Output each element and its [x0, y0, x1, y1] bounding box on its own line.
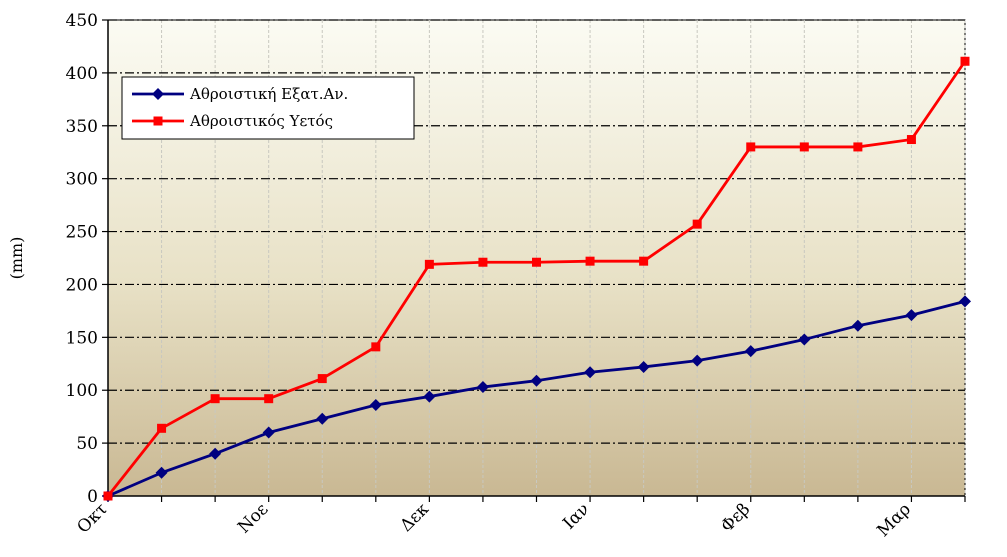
data-point	[209, 447, 222, 460]
legend-marker	[152, 88, 164, 100]
data-point	[853, 142, 863, 152]
x-tick-label: Ιαν	[559, 499, 593, 533]
x-tick-label: Οκτ	[73, 499, 111, 537]
legend-label: Αθροιστική Εξατ.Αν.	[189, 85, 348, 103]
y-tick-label: 350	[66, 117, 98, 137]
data-point	[530, 374, 543, 387]
data-point	[744, 345, 757, 358]
y-tick-label: 150	[66, 328, 98, 348]
data-point	[799, 142, 809, 152]
data-point	[639, 256, 649, 266]
series-2	[103, 56, 970, 501]
y-tick-label: 250	[66, 223, 98, 243]
data-point	[264, 394, 274, 404]
data-point	[637, 360, 650, 373]
data-point	[960, 56, 970, 66]
y-axis-label: (mm)	[7, 237, 26, 280]
data-point	[103, 491, 113, 501]
data-point	[369, 399, 382, 412]
y-tick-labels: 0 50 100 150 200 250 300 350 400 450	[66, 11, 98, 507]
data-point	[157, 423, 167, 433]
data-point	[746, 142, 756, 152]
data-point	[262, 426, 275, 439]
y-tick-label: 200	[66, 275, 98, 295]
data-point	[905, 309, 918, 322]
data-point	[851, 319, 864, 332]
legend-box	[121, 76, 415, 140]
data-point	[959, 295, 971, 308]
data-point	[692, 219, 702, 229]
grid	[108, 19, 966, 496]
x-tick-label: Φεβ	[717, 499, 754, 536]
data-point	[798, 333, 811, 346]
data-point	[316, 412, 329, 425]
data-point	[155, 466, 168, 479]
data-point	[532, 257, 541, 267]
data-point	[424, 259, 434, 269]
legend-label: Αθροιστικός Υετός	[189, 112, 333, 130]
series-group	[102, 56, 971, 502]
x-tick-label: Μαρ	[873, 499, 915, 541]
series-1	[102, 295, 971, 502]
x-tick-label: Δεκ	[396, 499, 433, 536]
data-point	[317, 374, 327, 384]
y-tick-label: 300	[66, 170, 98, 190]
legend: Αθροιστική Εξατ.Αν. Αθροιστικός Υετός	[121, 76, 415, 140]
data-point	[423, 390, 436, 403]
x-tick-labels: Οκτ Νοε Δεκ Ιαν Φεβ Μαρ	[73, 499, 915, 541]
data-point	[584, 366, 597, 379]
data-point	[691, 354, 704, 367]
legend-marker	[153, 116, 163, 126]
data-point	[476, 381, 489, 394]
data-point	[210, 394, 220, 404]
y-tick-label: 0	[87, 487, 98, 507]
data-point	[906, 135, 916, 145]
data-point	[478, 257, 488, 267]
axes	[102, 19, 966, 502]
y-tick-label: 450	[66, 11, 98, 31]
y-tick-label: 100	[66, 381, 98, 401]
y-tick-label: 50	[76, 434, 98, 454]
y-tick-label: 400	[66, 64, 98, 84]
data-point	[371, 342, 381, 352]
x-tick-label: Νοε	[234, 499, 272, 537]
data-point	[585, 256, 595, 266]
